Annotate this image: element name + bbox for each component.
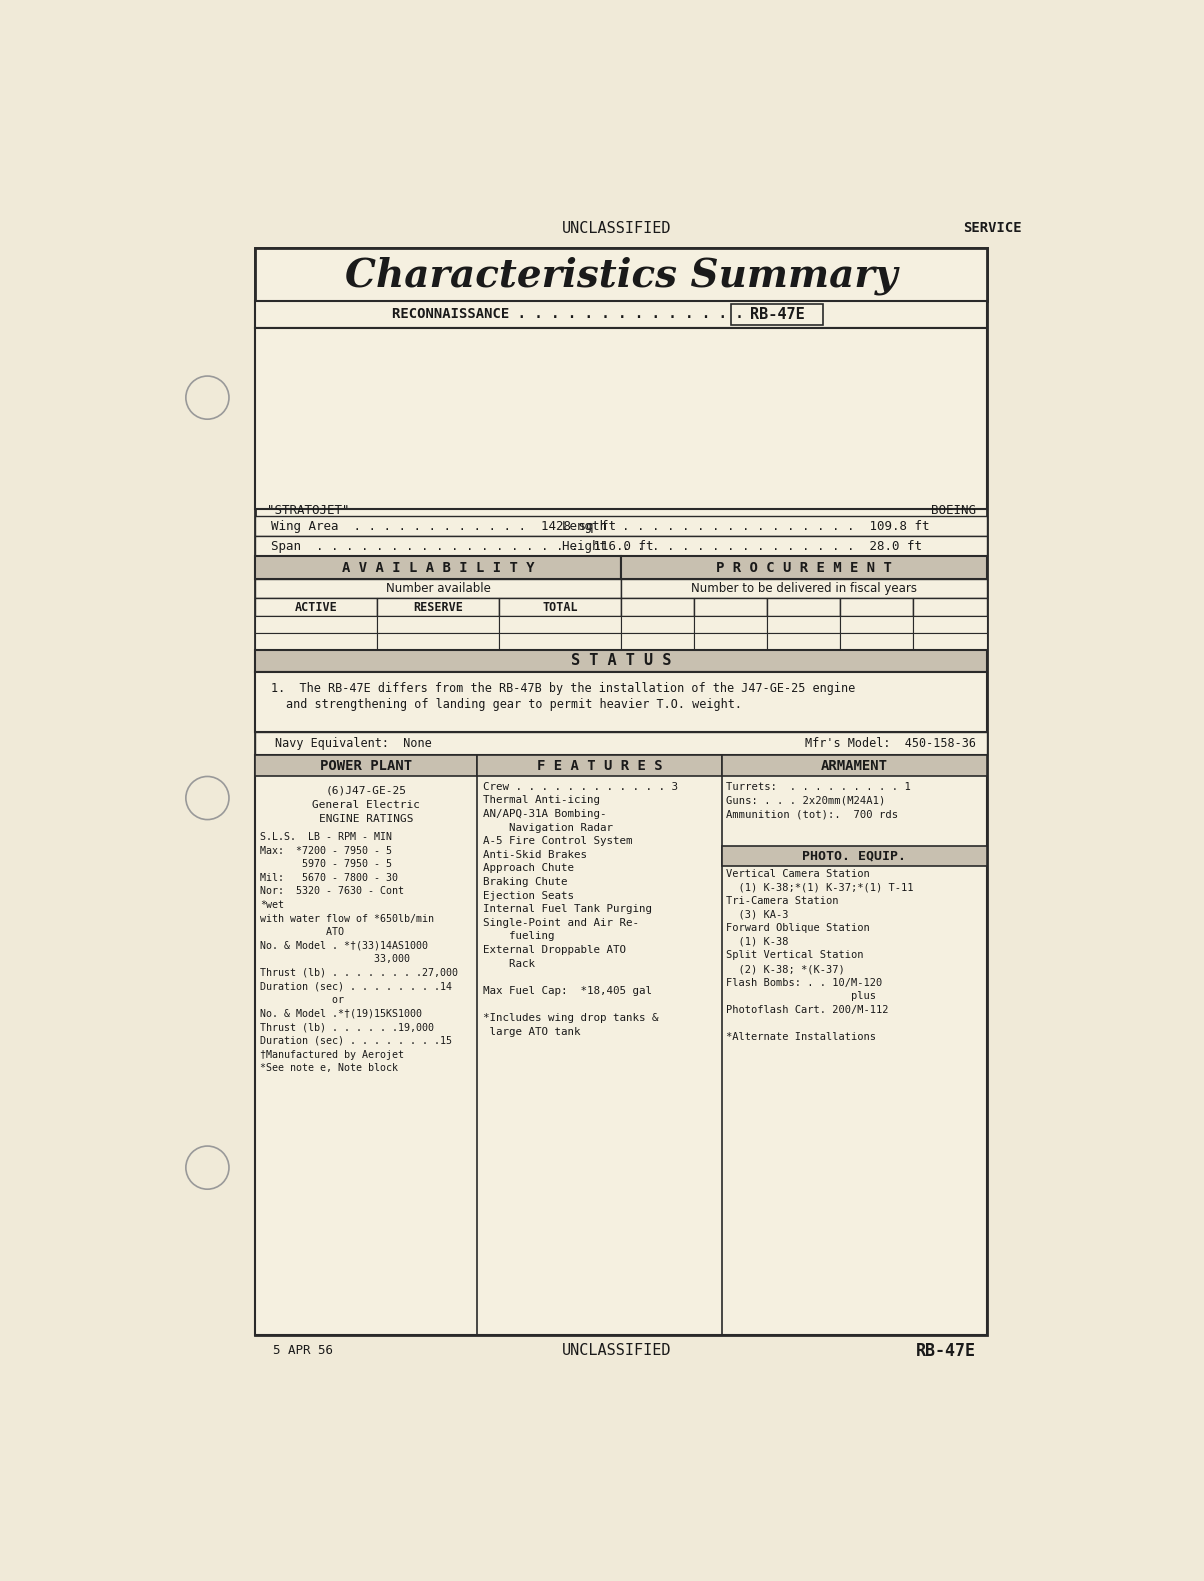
Text: POWER PLANT: POWER PLANT (320, 759, 412, 773)
Bar (255, 300, 986, 329)
Text: S.L.S.  LB - RPM - MIN
Max:  *7200 - 7950 - 5
       5970 - 7950 - 5
Mil:   5670: S.L.S. LB - RPM - MIN Max: *7200 - 7950 … (260, 832, 458, 1073)
Bar (840, 617, 914, 634)
Text: 1.  The RB-47E differs from the RB-47B by the installation of the J47-GE-25 engi: 1. The RB-47E differs from the RB-47B by… (271, 681, 855, 696)
Bar (694, 617, 767, 634)
Bar (767, 598, 840, 617)
Bar (721, 846, 986, 866)
Bar (731, 304, 824, 326)
Bar (255, 672, 986, 732)
Bar (255, 517, 986, 536)
Text: RB-47E: RB-47E (750, 307, 804, 323)
Text: ARMAMENT: ARMAMENT (821, 759, 887, 773)
Text: Length  . . . . . . . . . . . . . . . .  109.8 ft: Length . . . . . . . . . . . . . . . . 1… (561, 520, 929, 533)
Text: Number to be delivered in fiscal years: Number to be delivered in fiscal years (691, 582, 916, 594)
Bar (621, 634, 694, 650)
Text: F E A T U R E S: F E A T U R E S (537, 759, 662, 773)
Text: TOTAL: TOTAL (542, 601, 578, 613)
Text: Number available: Number available (385, 582, 490, 594)
Text: Wing Area  . . . . . . . . . . . .  1428 sq ft: Wing Area . . . . . . . . . . . . 1428 s… (271, 520, 615, 533)
Text: (6)J47-GE-25
General Electric
ENGINE RATINGS: (6)J47-GE-25 General Electric ENGINE RAT… (312, 786, 420, 824)
Text: Crew . . . . . . . . . . . . 3
Thermal Anti-icing
AN/APQ-31A Bombing-
    Naviga: Crew . . . . . . . . . . . . 3 Thermal A… (483, 783, 678, 1037)
Circle shape (185, 1146, 229, 1189)
Bar (377, 634, 498, 650)
Text: RECONNAISSANCE . . . . . . . . . . . . . .: RECONNAISSANCE . . . . . . . . . . . . .… (393, 307, 744, 321)
Bar (255, 650, 986, 672)
Bar (255, 754, 477, 776)
Bar (694, 634, 767, 650)
Bar (767, 617, 840, 634)
Bar (621, 579, 986, 598)
Bar (255, 248, 986, 1336)
Text: 5 APR 56: 5 APR 56 (273, 1344, 332, 1358)
Bar (477, 754, 721, 776)
Bar (914, 617, 986, 634)
Text: "STRATOJET": "STRATOJET" (267, 503, 350, 517)
Bar (767, 634, 840, 650)
Text: RESERVE: RESERVE (413, 601, 464, 613)
Text: UNCLASSIFIED: UNCLASSIFIED (562, 1344, 672, 1358)
Bar (377, 617, 498, 634)
Bar (694, 598, 767, 617)
Text: RB-47E: RB-47E (916, 1342, 976, 1360)
Bar (840, 634, 914, 650)
Bar (255, 634, 377, 650)
Bar (377, 598, 498, 617)
Bar (914, 634, 986, 650)
Bar (840, 598, 914, 617)
Text: BOEING: BOEING (931, 503, 976, 517)
Bar (255, 579, 621, 598)
Bar (255, 617, 377, 634)
Text: Vertical Camera Station
  (1) K-38;*(1) K-37;*(1) T-11
Tri-Camera Station
  (3) : Vertical Camera Station (1) K-38;*(1) K-… (726, 870, 914, 1042)
Text: PHOTO. EQUIP.: PHOTO. EQUIP. (802, 849, 907, 862)
Bar (255, 754, 986, 1336)
Bar (255, 598, 377, 617)
Text: S T A T U S: S T A T U S (571, 653, 671, 669)
Text: and strengthening of landing gear to permit heavier T.O. weight.: and strengthening of landing gear to per… (287, 697, 742, 710)
Text: UNCLASSIFIED: UNCLASSIFIED (562, 221, 672, 236)
Bar (498, 598, 621, 617)
Text: Characteristics Summary: Characteristics Summary (344, 256, 897, 296)
Bar (621, 617, 694, 634)
Text: A V A I L A B I L I T Y: A V A I L A B I L I T Y (342, 561, 535, 575)
Bar (621, 557, 986, 579)
Text: ACTIVE: ACTIVE (295, 601, 337, 613)
Text: Navy Equivalent:  None: Navy Equivalent: None (276, 737, 432, 749)
Bar (255, 732, 986, 754)
Circle shape (185, 776, 229, 819)
Bar (914, 598, 986, 617)
Bar (255, 329, 986, 509)
Text: Span  . . . . . . . . . . . . . . . . . .  116.0 ft: Span . . . . . . . . . . . . . . . . . .… (271, 539, 653, 553)
Text: Height  . . . . . . . . . . . . . . . .  28.0 ft: Height . . . . . . . . . . . . . . . . 2… (561, 539, 921, 553)
Text: Mfr's Model:  450-158-36: Mfr's Model: 450-158-36 (804, 737, 976, 749)
Text: Turrets:  . . . . . . . . . 1
Guns: . . . 2x20mm(M24A1)
Ammunition (tot):.  700 : Turrets: . . . . . . . . . 1 Guns: . . .… (726, 783, 911, 821)
Text: SERVICE: SERVICE (963, 221, 1022, 236)
Bar (721, 754, 986, 776)
Bar (498, 634, 621, 650)
Bar (255, 557, 621, 579)
Bar (621, 598, 694, 617)
Bar (255, 536, 986, 557)
Bar (255, 248, 986, 300)
Text: P R O C U R E M E N T: P R O C U R E M E N T (716, 561, 892, 575)
Bar (498, 617, 621, 634)
Circle shape (185, 376, 229, 419)
